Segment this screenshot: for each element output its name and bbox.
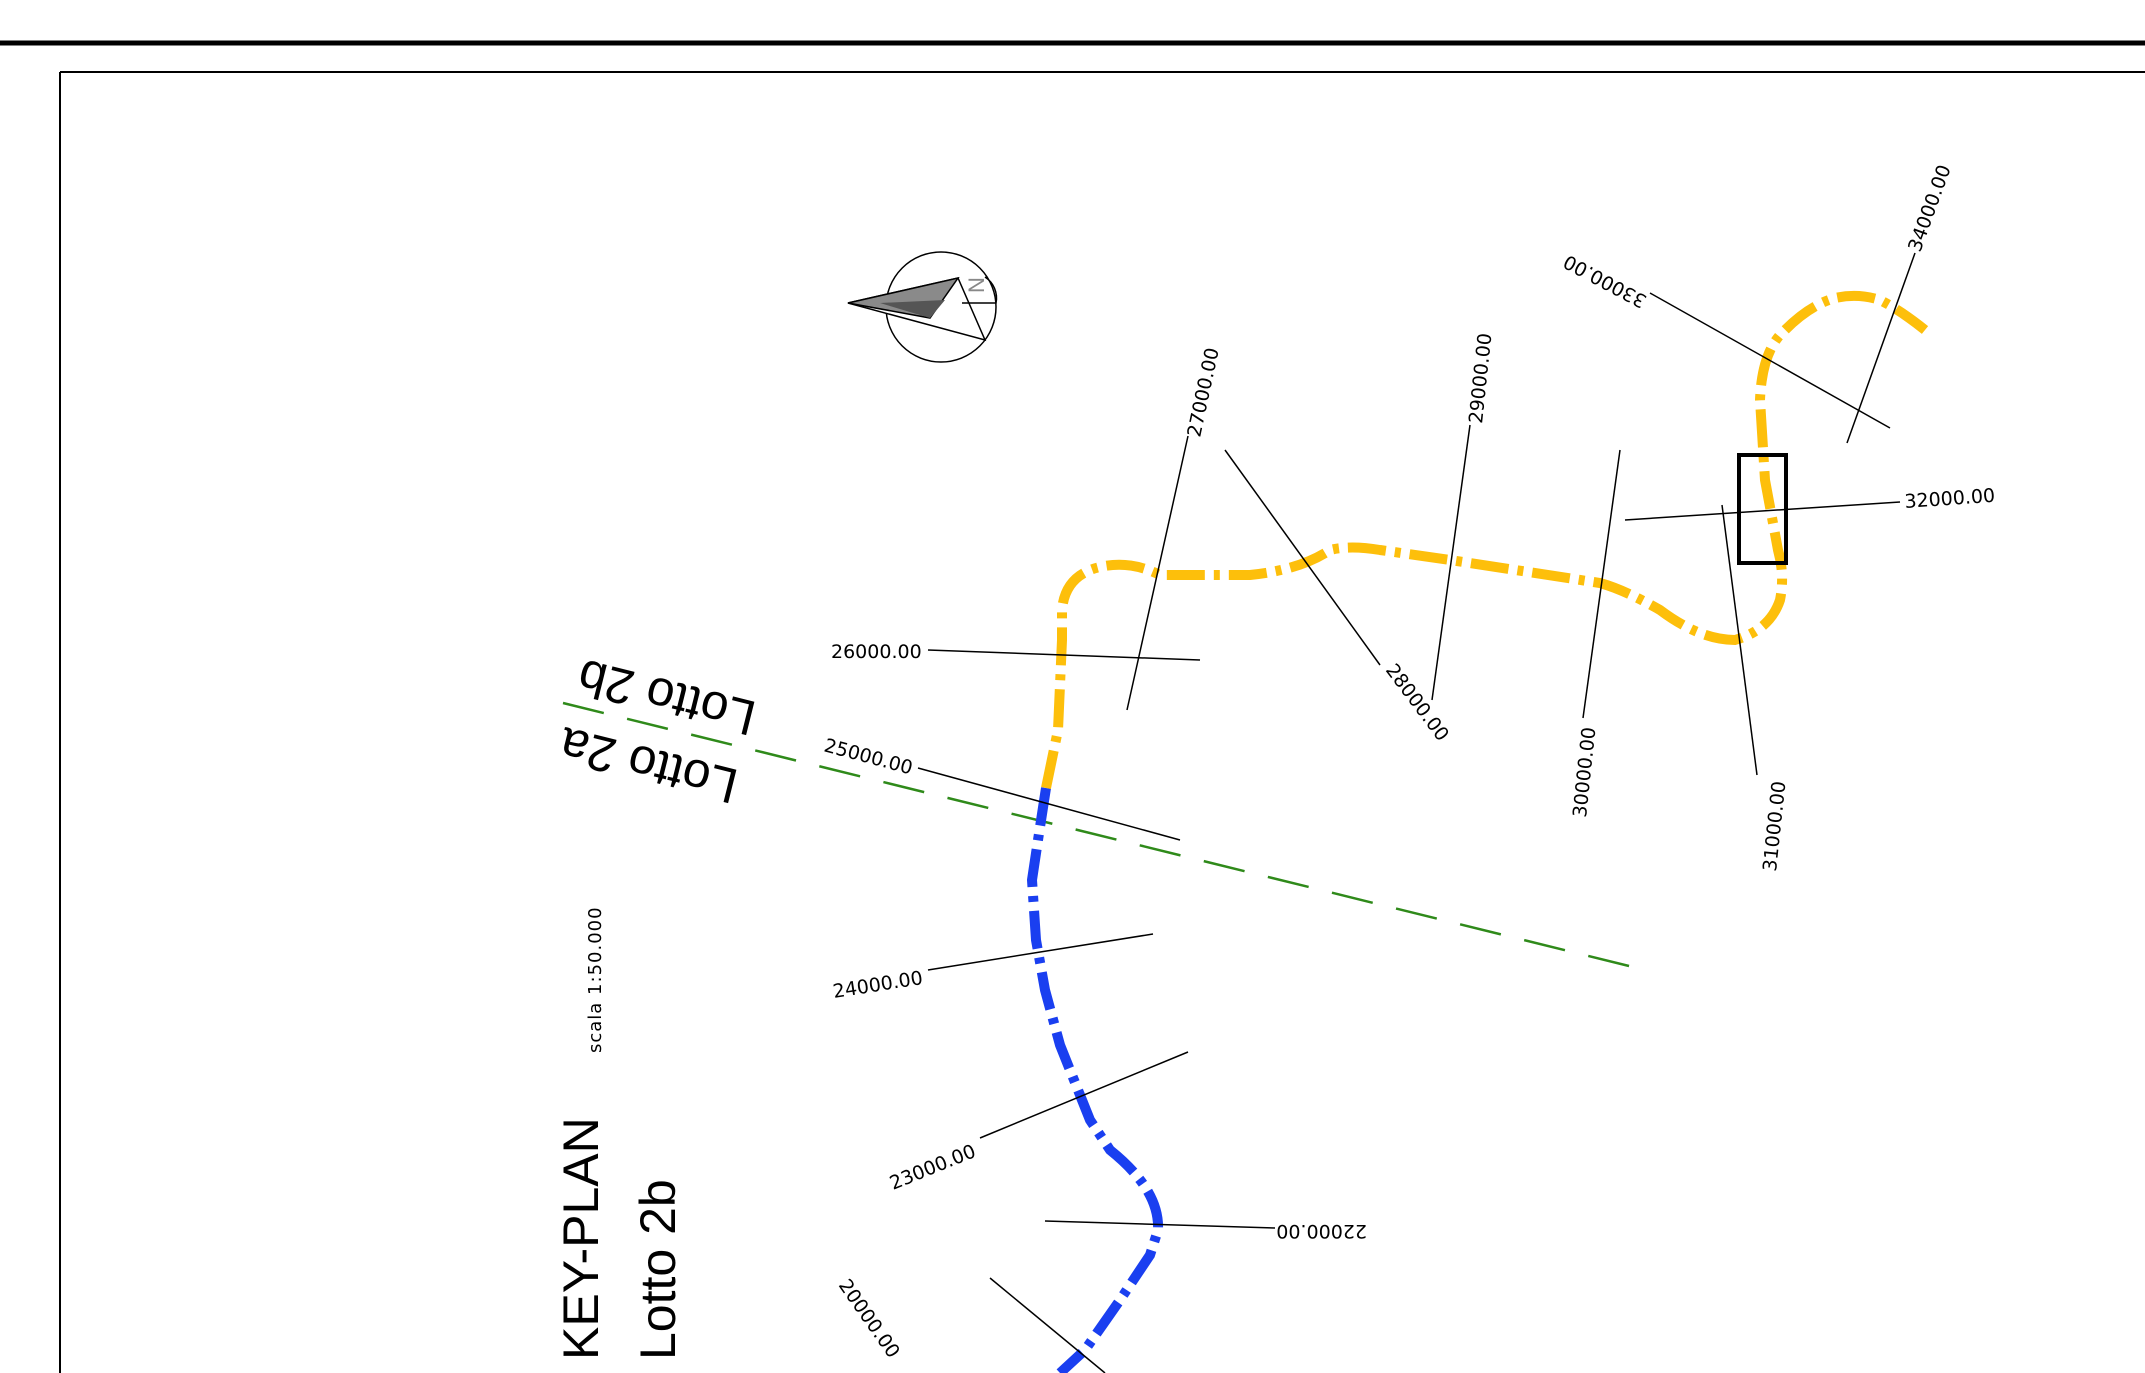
station-line-30000	[1582, 449, 1621, 719]
station-line-27000	[1126, 435, 1189, 711]
station-24000-label: 24000.00	[831, 967, 924, 1003]
station-line-22000	[1044, 1220, 1276, 1229]
station-30000-label: 30000.00	[1569, 726, 1600, 818]
station-26000-label: 26000.00	[831, 641, 922, 663]
station-line-31000	[1721, 504, 1758, 776]
north-arrow-icon: N	[847, 251, 998, 363]
station-marks	[917, 252, 1916, 1373]
station-line-23000	[979, 1051, 1189, 1139]
route-lot-2a	[1026, 787, 1164, 1373]
scale-label: scala 1:50.000	[585, 906, 606, 1053]
page-subtitle: Lotto 2b	[630, 1179, 686, 1360]
station-34000-label: 34000.00	[1904, 162, 1956, 255]
station-line-33000	[1649, 292, 1891, 429]
station-22000-label: 22000.00	[1276, 1220, 1367, 1242]
station-28000-label: 28000.00	[1381, 660, 1453, 746]
station-line-29000	[1431, 424, 1471, 701]
station-line-32000	[1624, 501, 1901, 521]
station-29000-label: 29000.00	[1465, 332, 1496, 424]
station-line-24000	[927, 933, 1154, 971]
station-27000-label: 27000.00	[1183, 346, 1223, 439]
station-line-34000	[1846, 252, 1916, 444]
station-25000-label: 25000.00	[822, 735, 915, 780]
lot-boundary-line	[562, 701, 1634, 969]
station-31000-label: 31000.00	[1759, 780, 1790, 872]
station-23000-label: 23000.00	[887, 1140, 979, 1194]
station-20000-label: 20000.00	[834, 1275, 904, 1362]
station-line-25000	[917, 767, 1181, 841]
station-32000-label: 32000.00	[1904, 485, 1996, 513]
station-33000-label: 33000.00	[1560, 250, 1650, 312]
north-letter: N	[964, 277, 989, 293]
page-title: KEY-PLAN	[553, 1117, 609, 1360]
station-line-26000	[927, 649, 1201, 661]
station-line-28000	[1224, 449, 1381, 666]
station-line-20000	[989, 1277, 1106, 1373]
